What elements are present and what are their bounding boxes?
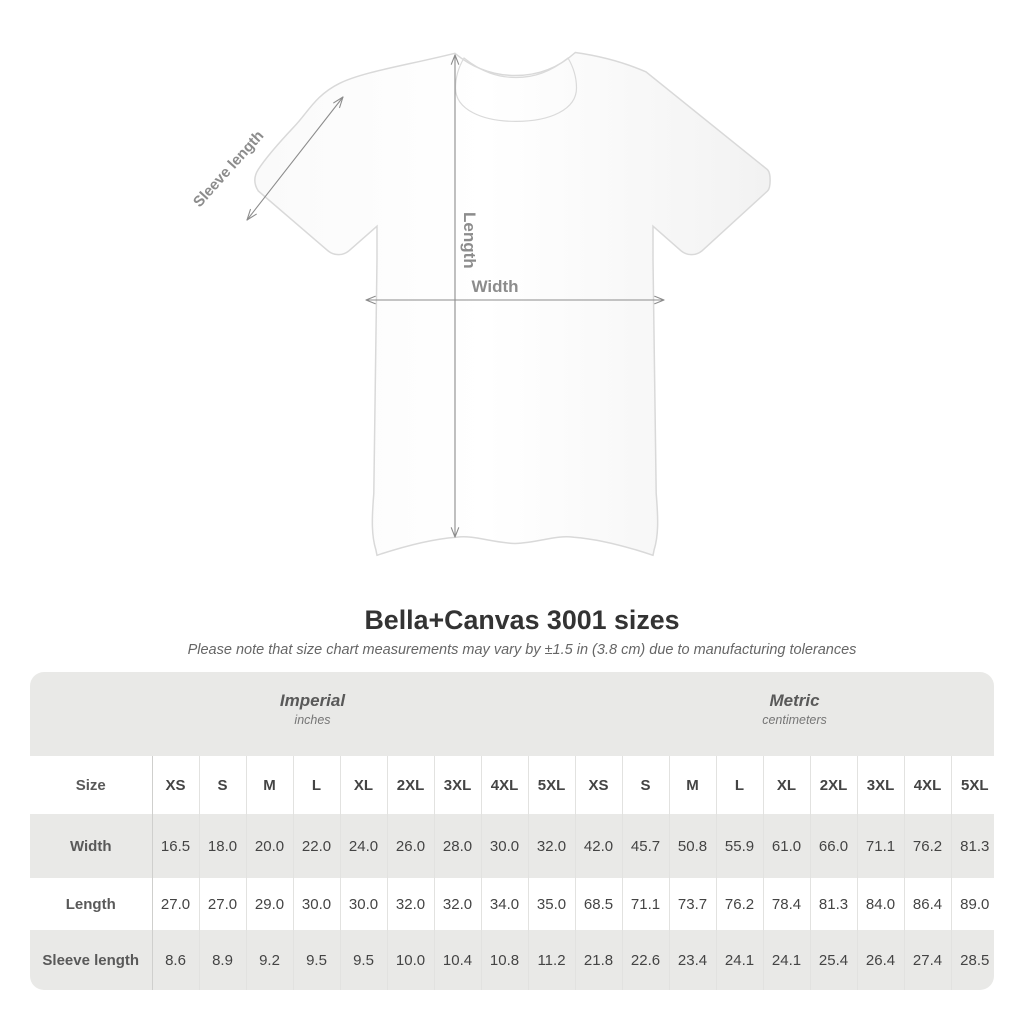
svg-text:Length: Length xyxy=(460,212,479,269)
svg-text:Sleeve length: Sleeve length xyxy=(190,127,267,210)
svg-text:Width: Width xyxy=(471,277,518,296)
